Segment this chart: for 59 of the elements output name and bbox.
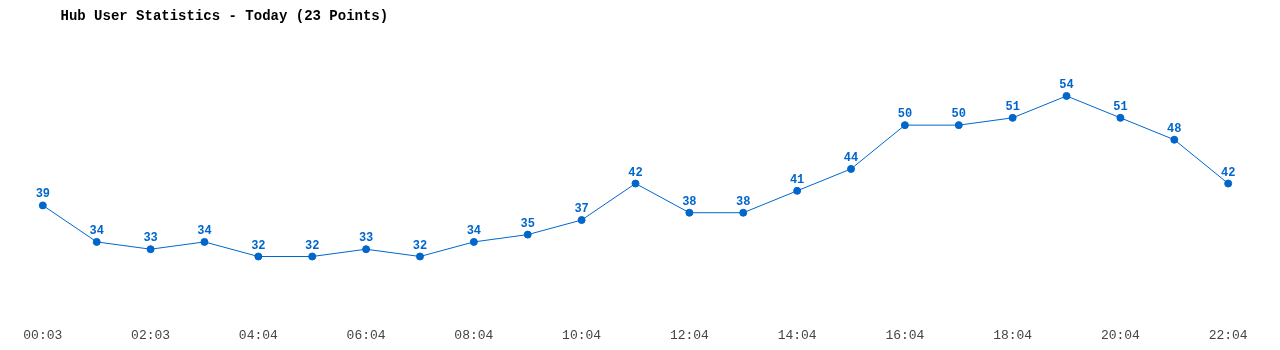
data-label: 32	[412, 238, 428, 253]
data-label: 42	[628, 165, 643, 180]
point	[1170, 135, 1179, 144]
point	[1008, 113, 1017, 122]
x-tick-label: 08:04	[454, 327, 494, 343]
x-tick-label: 22:04	[1208, 327, 1248, 343]
point	[38, 201, 47, 210]
data-label: 34	[466, 223, 482, 238]
point	[92, 237, 101, 246]
point	[847, 164, 856, 173]
x-tick-label: 20:04	[1100, 327, 1141, 343]
point	[1116, 113, 1125, 122]
data-label: 34	[89, 223, 104, 238]
data-label: 39	[35, 187, 51, 202]
point	[631, 179, 640, 188]
point	[900, 121, 909, 130]
data-label: 37	[574, 202, 589, 217]
data-label: 35	[520, 216, 535, 231]
x-tick-label: 18:04	[993, 327, 1033, 343]
data-label: 50	[897, 107, 913, 122]
point	[523, 230, 532, 239]
data-label: 38	[736, 194, 751, 209]
data-label: 48	[1167, 121, 1182, 136]
point	[685, 208, 694, 217]
point	[254, 252, 263, 261]
data-label: 54	[1059, 77, 1074, 92]
data-label: 51	[1113, 99, 1128, 114]
data-label: 41	[789, 172, 805, 187]
data-label: 32	[251, 238, 266, 253]
point	[1062, 91, 1071, 100]
x-tick-label: 04:04	[238, 327, 279, 343]
point	[362, 245, 371, 254]
point	[577, 216, 586, 225]
data-label: 42	[1220, 165, 1236, 180]
point	[739, 208, 748, 217]
data-label: 32	[305, 238, 320, 253]
point	[308, 252, 317, 261]
point	[200, 237, 209, 246]
x-tick-label: 16:04	[885, 327, 925, 343]
point	[415, 252, 424, 261]
x-tick-label: 06:04	[346, 327, 386, 343]
data-label: 51	[1005, 99, 1020, 114]
point	[954, 121, 963, 130]
x-tick-label: 12:04	[669, 327, 710, 343]
data-label: 33	[143, 231, 158, 246]
point	[146, 245, 155, 254]
data-label: 50	[951, 107, 966, 122]
x-tick-label: 14:04	[777, 327, 817, 343]
data-label: 38	[682, 194, 697, 209]
data-label: 33	[358, 231, 374, 246]
x-tick-label: 10:04	[562, 327, 602, 343]
point	[469, 237, 478, 246]
point	[1224, 179, 1233, 188]
data-label: 34	[197, 223, 212, 238]
data-label: 44	[843, 150, 859, 165]
point	[793, 186, 802, 195]
x-tick-label: 02:03	[131, 327, 171, 343]
x-tick-label: 00:03	[23, 327, 63, 343]
chart-title: Hub User Statistics - Today (23 Points)	[60, 7, 389, 24]
